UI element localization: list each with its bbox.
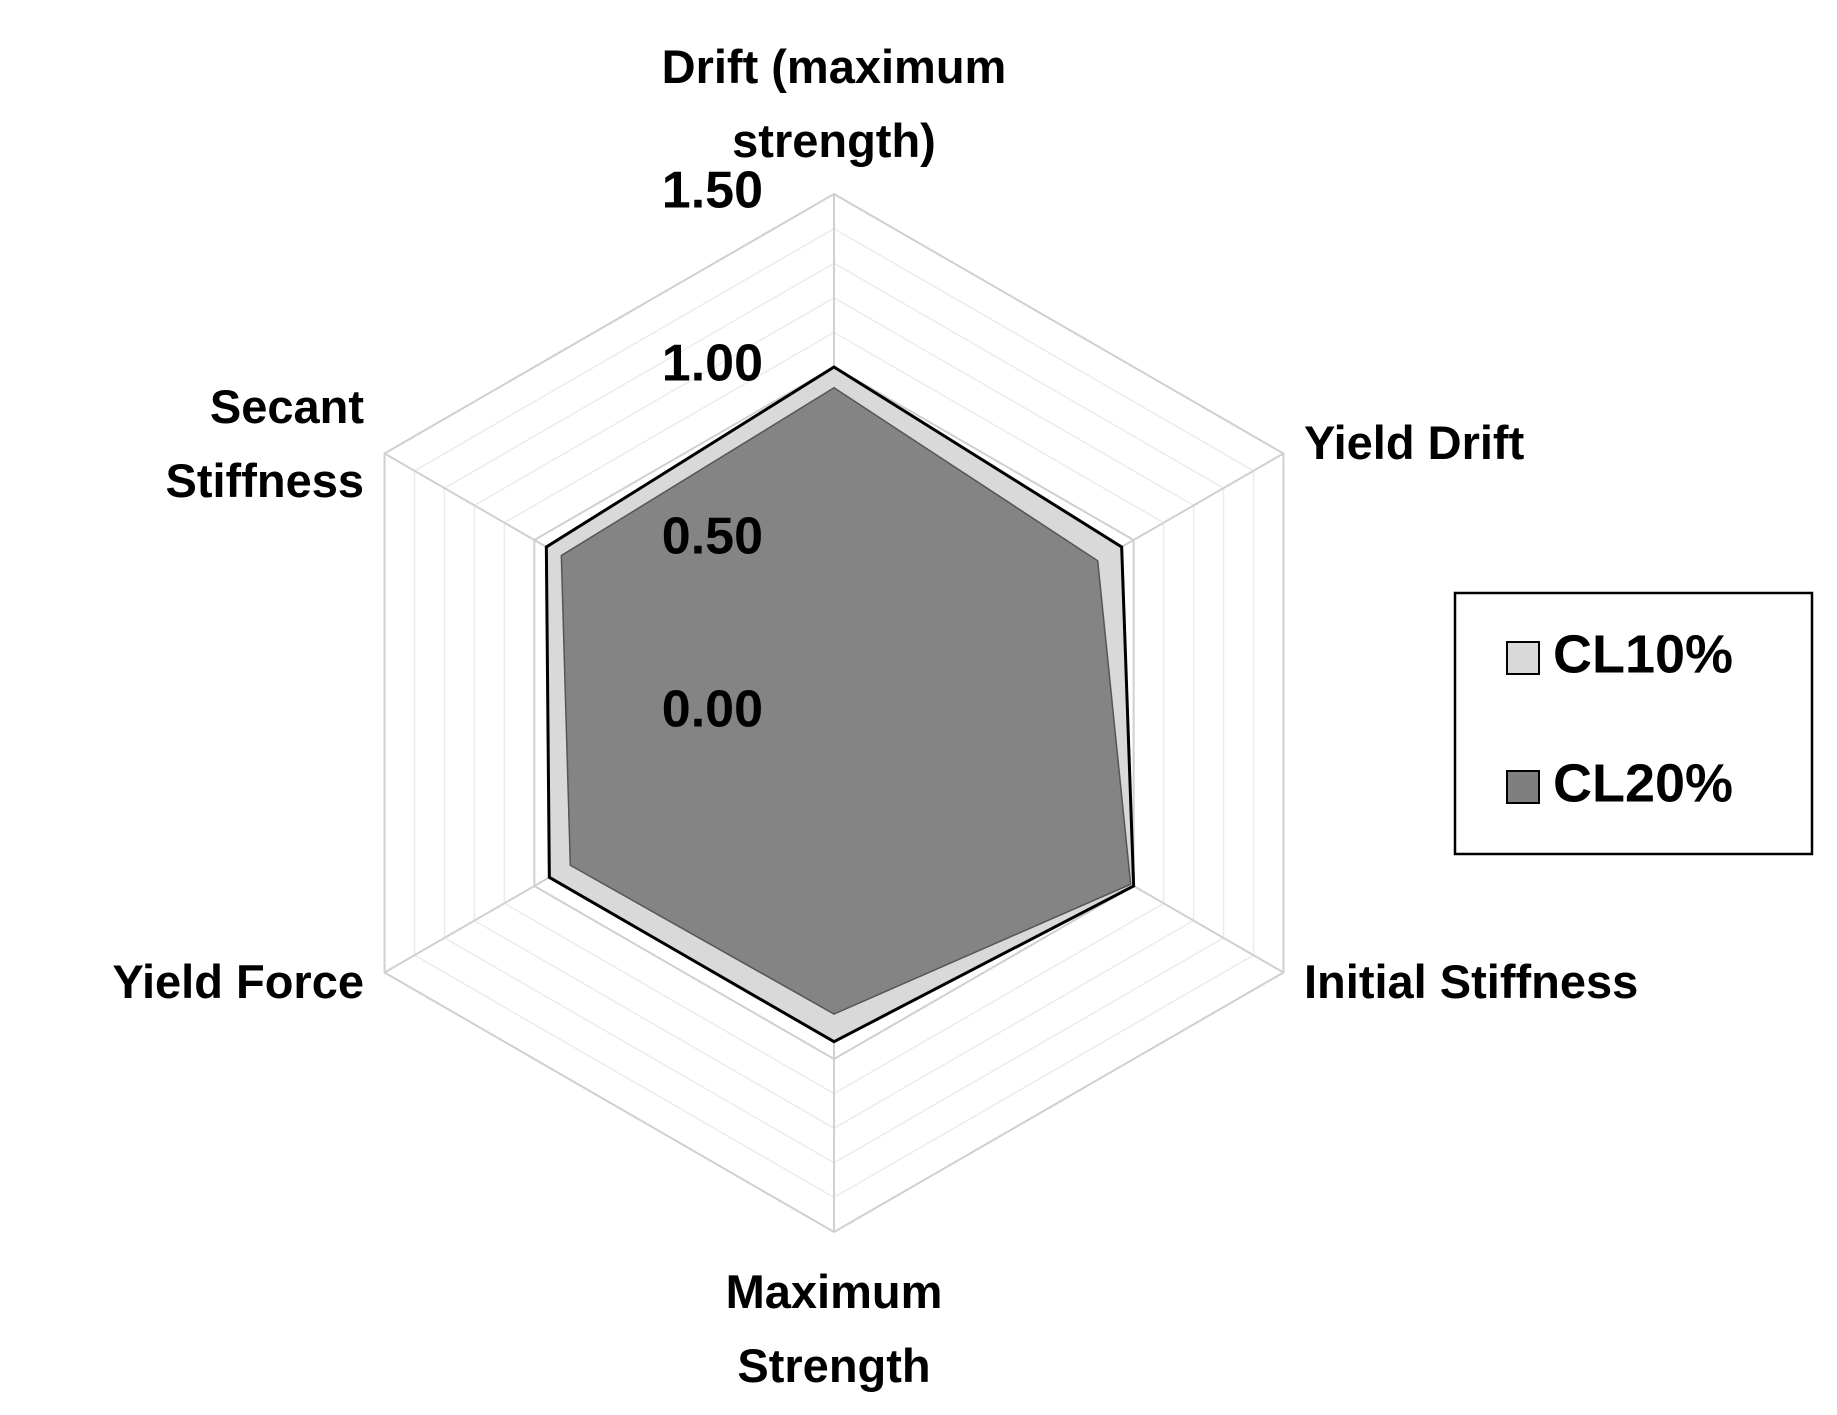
category-label: Secant Stiffness [165, 380, 365, 507]
category-label: Initial Stiffness [1304, 955, 1639, 1008]
r-tick-label: 1.00 [662, 335, 763, 393]
category-label: Yield Drift [1304, 416, 1525, 469]
r-tick-label: 1.50 [662, 162, 763, 220]
category-label: Yield Force [112, 955, 364, 1008]
r-tick-label: 0.50 [662, 508, 763, 566]
legend-box [1453, 591, 1814, 856]
legend-swatch [1506, 770, 1540, 804]
legend-label: CL20% [1553, 753, 1733, 813]
r-tick-label: 0.00 [662, 681, 763, 739]
category-label: Maximum Strength [725, 1265, 943, 1392]
legend-label: CL10% [1553, 624, 1733, 684]
legend-swatch [1506, 641, 1540, 675]
category-label: Drift (maximum strength) [661, 40, 1007, 167]
series-area [560, 386, 1132, 1015]
